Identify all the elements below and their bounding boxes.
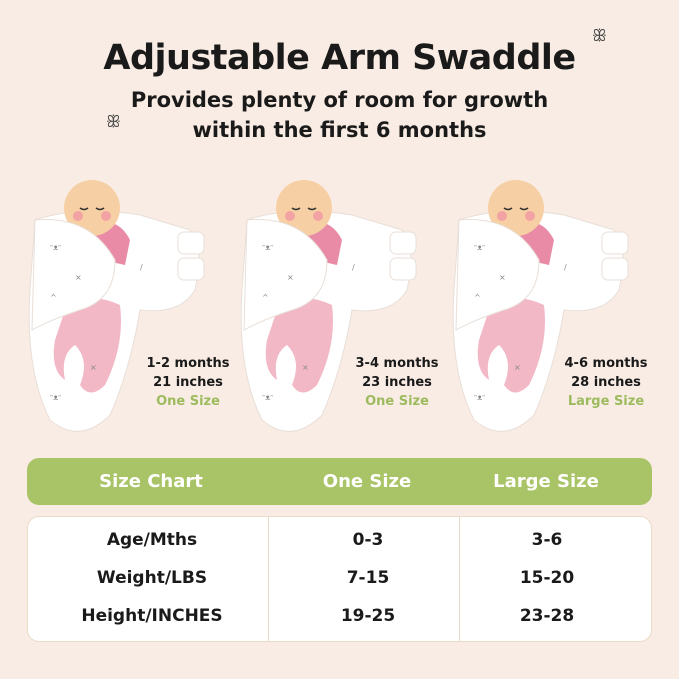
- svg-text:ᵔᴥᵔ: ᵔᴥᵔ: [262, 243, 273, 252]
- svg-text:×: ×: [90, 363, 97, 372]
- svg-text:×: ×: [75, 273, 82, 282]
- caption-size: Large Size: [567, 394, 645, 409]
- svg-text:ᵔᴥᵔ: ᵔᴥᵔ: [474, 243, 485, 252]
- svg-text:ᵔᴥᵔ: ᵔᴥᵔ: [50, 243, 61, 252]
- page-title: Adjustable Arm Swaddle: [103, 38, 576, 78]
- caption-age: 3-4 months: [355, 356, 439, 371]
- cell-large-size: 23-28: [519, 606, 575, 626]
- caption-age: 1-2 months: [146, 356, 230, 371]
- caption-length: 21 inches: [153, 375, 223, 390]
- svg-text:/: /: [140, 263, 143, 272]
- row-label: Weight/LBS: [96, 568, 208, 588]
- svg-text:^: ^: [474, 293, 481, 302]
- cell-one-size: 19-25: [340, 606, 396, 626]
- swaddle-image-medium: ᵔᴥᵔ × ^ × ᵔᴥᵔ /: [232, 170, 432, 440]
- svg-text:×: ×: [302, 363, 309, 372]
- cell-large-size: 15-20: [519, 568, 575, 588]
- caption-age: 4-6 months: [564, 356, 648, 371]
- cell-large-size: 3-6: [531, 530, 563, 550]
- svg-text:ᵔᴥᵔ: ᵔᴥᵔ: [474, 393, 485, 402]
- swaddle-image-small: ᵔᴥᵔ × ^ × ᵔᴥᵔ /: [20, 170, 220, 440]
- caption-length: 28 inches: [571, 375, 641, 390]
- header-one-size: One Size: [322, 471, 412, 492]
- svg-text:^: ^: [262, 293, 269, 302]
- size-chart-header: Size Chart One Size Large Size: [27, 458, 652, 505]
- product-caption: 1-2 months 21 inches One Size: [128, 354, 248, 411]
- svg-text:×: ×: [499, 273, 506, 282]
- product-caption: 3-4 months 23 inches One Size: [337, 354, 457, 411]
- product-caption: 4-6 months 28 inches Large Size: [546, 354, 666, 411]
- row-label: Age/Mths: [106, 530, 198, 550]
- butterfly-icon: ꕥ: [592, 26, 607, 45]
- svg-text:×: ×: [287, 273, 294, 282]
- column-divider: [459, 517, 460, 641]
- svg-text:^: ^: [50, 293, 57, 302]
- size-chart-body: Age/Mths 0-3 3-6 Weight/LBS 7-15 15-20 H…: [27, 516, 652, 642]
- cell-one-size: 0-3: [352, 530, 384, 550]
- svg-text:×: ×: [514, 363, 521, 372]
- svg-text:/: /: [352, 263, 355, 272]
- cell-one-size: 7-15: [346, 568, 390, 588]
- svg-text:ᵔᴥᵔ: ᵔᴥᵔ: [50, 393, 61, 402]
- header-large-size: Large Size: [493, 471, 599, 492]
- column-divider: [268, 517, 269, 641]
- caption-length: 23 inches: [362, 375, 432, 390]
- subtitle-line-1: Provides plenty of room for growth: [130, 88, 549, 112]
- svg-text:/: /: [564, 263, 567, 272]
- header-size-chart: Size Chart: [99, 471, 203, 492]
- caption-size: One Size: [365, 394, 429, 409]
- swaddle-image-large: ᵔᴥᵔ × ^ × ᵔᴥᵔ /: [444, 170, 644, 440]
- subtitle-line-2: within the first 6 months: [192, 118, 487, 142]
- row-label: Height/INCHES: [81, 606, 223, 626]
- svg-text:ᵔᴥᵔ: ᵔᴥᵔ: [262, 393, 273, 402]
- butterfly-icon: ꕥ: [106, 112, 121, 131]
- caption-size: One Size: [156, 394, 220, 409]
